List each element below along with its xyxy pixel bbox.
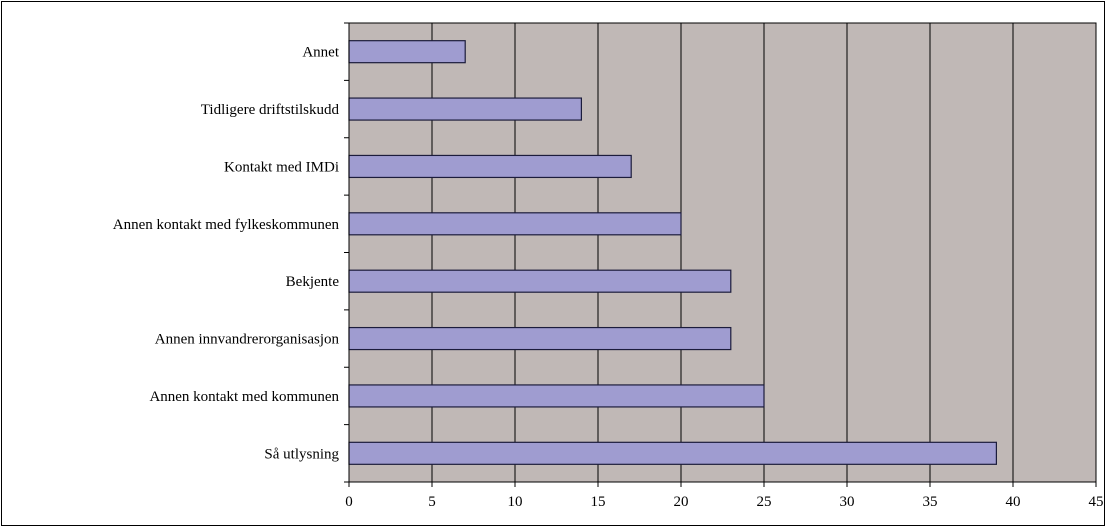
x-axis-tick-labels: 0 5 10 15 20 25 30 35 40 45 xyxy=(345,482,1104,510)
x-tick-label-10: 10 xyxy=(508,494,523,510)
x-tick-label-20: 20 xyxy=(674,494,689,510)
x-tick-label-0: 0 xyxy=(345,494,353,510)
bar-7 xyxy=(348,384,765,408)
x-tick-label-45: 45 xyxy=(1089,494,1104,510)
bar-5 xyxy=(348,269,732,293)
category-label-6: Annen innvandrerorganisasjon xyxy=(155,332,340,348)
bars xyxy=(348,40,998,465)
x-tick-label-30: 30 xyxy=(840,494,855,510)
category-label-4: Annen kontakt med fylkeskommunen xyxy=(113,217,340,233)
bar-2 xyxy=(348,97,582,121)
category-labels: Annet Tidligere driftstilskudd Kontakt med… xyxy=(113,45,340,463)
y-axis-ticks xyxy=(344,22,349,483)
x-tick-label-5: 5 xyxy=(428,494,436,510)
bar-3 xyxy=(348,154,632,179)
bar-1 xyxy=(348,40,466,64)
bar-8 xyxy=(348,441,998,465)
category-label-3: Kontakt med IMDi xyxy=(224,159,339,175)
category-label-8: Så utlysning xyxy=(264,446,339,462)
plot-area xyxy=(348,22,1097,483)
x-tick-label-35: 35 xyxy=(923,494,938,510)
x-tick-label-25: 25 xyxy=(757,494,772,510)
category-label-7: Annen kontakt med kommunen xyxy=(149,389,339,405)
category-label-5: Bekjente xyxy=(286,274,340,290)
x-tick-label-40: 40 xyxy=(1006,494,1021,510)
category-label-2: Tidligere driftstilskudd xyxy=(201,102,340,118)
bar-4 xyxy=(348,212,682,236)
category-label-1: Annet xyxy=(302,45,339,61)
bar-6 xyxy=(348,326,732,351)
x-tick-label-15: 15 xyxy=(591,494,606,510)
